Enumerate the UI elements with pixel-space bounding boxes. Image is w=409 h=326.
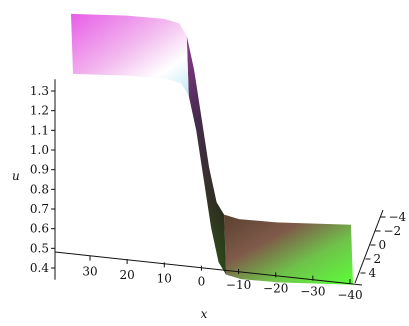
x-axis: 30 20 10 0 −10 −20 −30 −40 x [54,251,363,321]
x-tick-label: −20 [263,281,288,295]
surface-high-plateau [71,13,189,96]
x-tick-label: −10 [226,278,251,292]
z-tick-label: 0.8 [30,182,49,196]
x-axis-line [54,251,363,286]
z-tick-label: 0.6 [30,222,49,236]
surface-face-shade [186,35,227,275]
z-tick-label: 1.1 [30,123,49,137]
surface [71,13,353,285]
z-axis: 1.3 1.2 1.1 1.0 0.9 0.8 0.7 0.6 0.5 0.4 u [12,79,56,280]
z-tick-label: 0.4 [30,261,49,275]
y-tick-label: 0 [379,238,387,252]
z-tick-label: 0.7 [30,202,49,216]
x-axis-label: x [201,307,208,321]
x-tick-label: 0 [198,275,206,289]
z-tick-label: 1.3 [30,84,49,98]
surface-low-plateau [224,214,353,285]
y-axis-line [354,209,384,284]
y-tick-label: −4 [389,210,407,224]
x-tick-label: −30 [300,285,325,299]
y-tick-label: 2 [374,252,382,266]
y-tick-label: −2 [384,224,402,238]
z-tick-label: 0.5 [30,241,49,255]
z-tick-label: 1.2 [30,104,49,118]
x-tick-label: 20 [120,268,135,282]
z-axis-label: u [12,169,20,183]
x-tick-label: 30 [82,265,97,279]
x-tick-label: −40 [337,288,362,302]
z-tick-label: 0.9 [30,163,49,177]
y-tick-label: 4 [369,266,377,280]
z-tick-label: 1.0 [30,143,49,157]
x-tick-label: 10 [157,271,172,285]
